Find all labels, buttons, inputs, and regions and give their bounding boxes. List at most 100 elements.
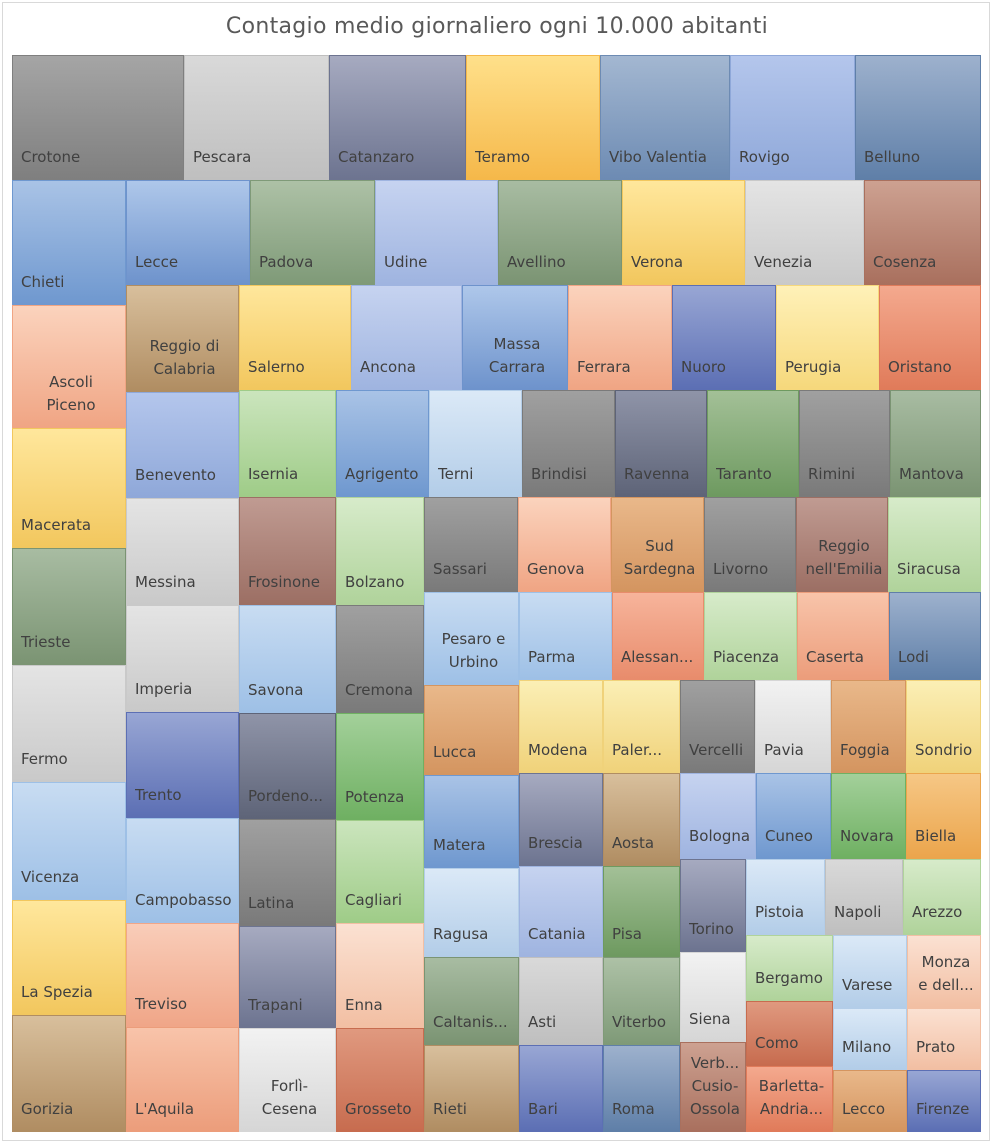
treemap-cell-label: Nuoro	[681, 358, 726, 376]
treemap-cell: Bologna	[680, 773, 756, 859]
treemap-cell-label: Asti	[528, 1013, 557, 1031]
treemap-cell-label: Ferrara	[577, 358, 631, 376]
treemap-cell: Nuoro	[672, 285, 776, 390]
treemap-cell: Salerno	[239, 285, 351, 390]
treemap-cell-label: Perugia	[785, 358, 842, 376]
treemap-cell-label: Venezia	[754, 253, 813, 271]
treemap-cell: Sassari	[424, 497, 518, 592]
treemap-cell: Pesaro e Urbino	[424, 592, 519, 685]
treemap-cell-label: Biella	[915, 827, 957, 845]
treemap-cell-label: Genova	[527, 560, 585, 578]
treemap-cell-label: Ancona	[360, 358, 416, 376]
treemap-cell: Rimini	[799, 390, 890, 497]
treemap-cell-label: Chieti	[21, 273, 65, 291]
treemap-cell-label: Campobasso	[135, 891, 232, 909]
treemap-cell-label: Matera	[433, 836, 486, 854]
treemap-cell-label: Ragusa	[433, 925, 489, 943]
treemap-cell: Lodi	[889, 592, 981, 680]
treemap-cell-label: Bergamo	[755, 969, 823, 987]
treemap-cell-label: Taranto	[716, 465, 772, 483]
treemap-cell: Agrigento	[336, 390, 429, 497]
treemap-cell-label: Catanzaro	[338, 148, 415, 166]
treemap-cell: Napoli	[825, 859, 903, 935]
treemap-cell-label: Verb... Cusio- Ossola	[690, 1054, 740, 1118]
treemap-cell-label: Ravenna	[624, 465, 690, 483]
treemap-cell: Firenze	[907, 1070, 981, 1132]
treemap-cell: Varese	[833, 935, 907, 1008]
treemap-cell-label: L'Aquila	[135, 1100, 195, 1118]
treemap-cell: Trapani	[239, 926, 336, 1028]
treemap-cell-label: Salerno	[248, 358, 305, 376]
treemap-cell-label: Siracusa	[897, 560, 961, 578]
treemap-cell: Latina	[239, 819, 336, 926]
treemap-cell: Piacenza	[704, 592, 797, 680]
treemap-cell: Torino	[680, 859, 746, 952]
treemap-cell: Alessan...	[612, 592, 704, 680]
treemap-cell: Frosinone	[239, 497, 336, 605]
treemap-cell-label: Terni	[438, 465, 474, 483]
treemap-cell: Siena	[680, 952, 746, 1042]
treemap-cell: Taranto	[707, 390, 799, 497]
treemap-cell-label: Verona	[631, 253, 684, 271]
treemap-cell: Pistoia	[746, 859, 825, 935]
treemap-cell-label: Pisa	[612, 925, 642, 943]
treemap-cell-label: Lodi	[898, 648, 929, 666]
treemap-cell-label: Macerata	[21, 516, 92, 534]
treemap-cell: Belluno	[855, 55, 981, 180]
treemap-cell: Udine	[375, 180, 498, 285]
treemap-cell: Novara	[831, 773, 906, 859]
treemap-cell: Ravenna	[615, 390, 707, 497]
treemap-cell: Bolzano	[336, 497, 424, 605]
treemap-cell: Lecco	[833, 1070, 907, 1132]
treemap-cell: Avellino	[498, 180, 622, 285]
treemap-cell-label: Bari	[528, 1100, 558, 1118]
treemap-cell-label: Padova	[259, 253, 314, 271]
treemap-cell-label: Enna	[345, 996, 383, 1014]
treemap-cell: Roma	[603, 1045, 680, 1132]
treemap-cell-label: Milano	[842, 1038, 892, 1056]
treemap-cell-label: Grosseto	[345, 1100, 412, 1118]
treemap-cell-label: Belluno	[864, 148, 921, 166]
treemap-cell: Aosta	[603, 773, 680, 866]
treemap-cell: Lucca	[424, 685, 519, 775]
treemap-cell-label: Teramo	[475, 148, 530, 166]
treemap-cell: Parma	[519, 592, 612, 680]
treemap-cell: Verona	[622, 180, 745, 285]
treemap-cell-label: Livorno	[713, 560, 769, 578]
treemap-cell: Massa Carrara	[462, 285, 568, 390]
treemap-cell: Imperia	[126, 605, 239, 712]
treemap-cell-label: Arezzo	[912, 903, 963, 921]
treemap-cell: Bari	[519, 1045, 603, 1132]
treemap-cell: Brescia	[519, 773, 603, 866]
treemap-cell-label: Mantova	[899, 465, 964, 483]
treemap-cell: Isernia	[239, 390, 336, 497]
treemap-cell-label: Torino	[689, 920, 734, 938]
treemap-cell: Ascoli Piceno	[12, 305, 126, 428]
treemap-cell: Macerata	[12, 428, 126, 548]
treemap-cell-label: Lecco	[842, 1100, 885, 1118]
treemap-cell: Gorizia	[12, 1015, 126, 1132]
treemap-cell-label: Imperia	[135, 680, 193, 698]
treemap-cell-label: Rieti	[433, 1100, 467, 1118]
treemap-cell: Reggio di Calabria	[126, 285, 239, 392]
treemap-cell: Grosseto	[336, 1028, 424, 1132]
treemap-cell-label: Parma	[528, 648, 576, 666]
treemap-cell: Vercelli	[680, 680, 755, 773]
treemap-cell-label: Reggio di Calabria	[149, 337, 220, 378]
treemap-cell-label: Ascoli Piceno	[46, 373, 96, 414]
treemap-cell: Ancona	[351, 285, 462, 390]
treemap-cell-label: Savona	[248, 681, 304, 699]
treemap-cell-label: Cosenza	[873, 253, 937, 271]
treemap-cell-label: Frosinone	[248, 573, 320, 591]
treemap-cell-label: Messina	[135, 573, 196, 591]
treemap-cell: Como	[746, 1001, 833, 1066]
treemap-cell: Catania	[519, 866, 603, 957]
treemap-cell-label: Lecce	[135, 253, 179, 271]
treemap-cell: Biella	[906, 773, 981, 859]
treemap-cell-label: Latina	[248, 894, 295, 912]
treemap-cell-label: Sud Sardegna	[623, 537, 696, 578]
treemap-cell: Perugia	[776, 285, 879, 390]
treemap-cell: Sondrio	[906, 680, 981, 773]
